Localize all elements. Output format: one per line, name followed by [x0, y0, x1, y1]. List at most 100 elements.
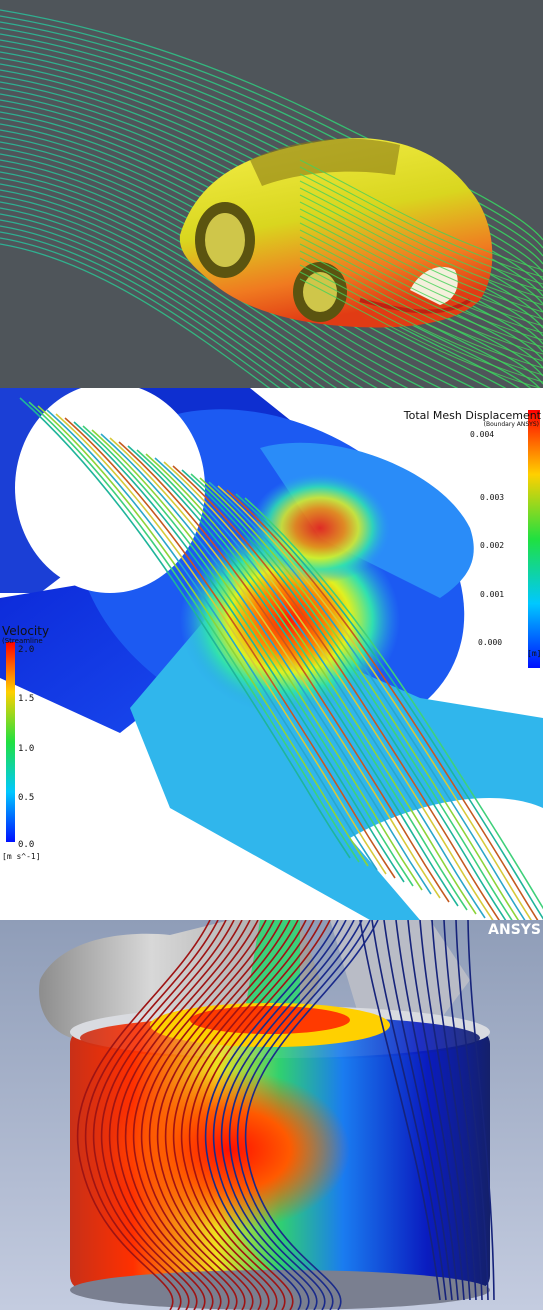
- car-streamline: [0, 195, 364, 388]
- engine-streamline: [189, 920, 323, 1310]
- car-streamline: [0, 207, 338, 388]
- car-streamline: [0, 243, 271, 388]
- engine-streamline: [149, 920, 283, 1310]
- engine-streamline: [371, 920, 447, 1301]
- car-streamline-front: [299, 159, 543, 271]
- car-streamline: [0, 27, 543, 265]
- car-streamline-front: [299, 180, 543, 292]
- velocity-streamline: [235, 493, 543, 920]
- car-streamline-front: [299, 166, 543, 278]
- velocity-streamline: [19, 397, 351, 859]
- engine-streamline: [213, 920, 347, 1310]
- velocity-streamline: [100, 433, 432, 895]
- engine-streamline: [93, 920, 227, 1310]
- engine-streamline: [109, 920, 243, 1310]
- car-streamline-front: [299, 222, 543, 334]
- car-streamline-front: [299, 236, 543, 348]
- car-streamline: [0, 237, 281, 388]
- velocity-streamline: [208, 481, 526, 920]
- car-streamline: [0, 171, 425, 388]
- velocity-tick: 1.5: [18, 694, 35, 704]
- mesh-tick: 0.001: [480, 590, 505, 599]
- engine-streamline: [431, 920, 477, 1301]
- valve-cfd-image: [0, 388, 543, 920]
- engine-streamline: [181, 920, 315, 1310]
- car-streamline-front: [299, 264, 543, 376]
- velocity-tick: 0.0: [18, 840, 35, 850]
- velocity-streamline: [154, 457, 486, 919]
- velocity-streamline: [73, 421, 405, 883]
- velocity-streamline: [82, 425, 414, 887]
- velocity-streamline: [127, 445, 459, 907]
- mesh-tick: 0.003: [480, 493, 505, 502]
- car-streamline: [0, 21, 543, 257]
- velocity-streamline: [136, 449, 468, 911]
- engine-streamline: [77, 920, 211, 1310]
- car-streamline-front: [299, 215, 543, 327]
- velocity-colorbar: [6, 642, 15, 842]
- car-streamline: [0, 231, 292, 388]
- mesh-displacement-colorbar: [528, 410, 540, 668]
- engine-streamline: [157, 920, 291, 1310]
- car-streamline: [0, 225, 303, 388]
- car-streamline-front: [299, 271, 543, 383]
- mesh-tick: 0.004: [470, 430, 495, 439]
- car-streamline-front: [299, 194, 543, 306]
- car-streamline-front: [299, 187, 543, 299]
- car-streamline-front: [299, 250, 543, 362]
- car-body: [179, 138, 493, 328]
- velocity-legend-subtitle: (Streamline: [2, 637, 43, 645]
- car-streamline-front: [299, 257, 543, 369]
- car-streamline-panel: [0, 0, 543, 388]
- engine-streamline: [395, 920, 459, 1301]
- velocity-streamline: [118, 441, 450, 903]
- engine-streamline: [237, 920, 371, 1310]
- car-streamline: [0, 15, 543, 249]
- car-streamline: [0, 219, 314, 388]
- velocity-streamline: [181, 469, 507, 920]
- mesh-tick: 0.000: [478, 638, 503, 647]
- engine-streamline: [245, 920, 379, 1310]
- car-streamline: [0, 213, 326, 388]
- car-streamline: [0, 201, 351, 388]
- velocity-streamline: [37, 405, 369, 867]
- velocity-streamline: [46, 409, 378, 871]
- engine-streamline: [141, 920, 275, 1310]
- velocity-tick: 2.0: [18, 645, 35, 655]
- mesh-tick: 0.002: [480, 541, 505, 550]
- car-streamline-front: [299, 201, 543, 313]
- car-streamline: [0, 183, 393, 388]
- velocity-streamline: [55, 413, 387, 875]
- car-streamline-front: [299, 229, 543, 341]
- valve-cfd-panel: ANSYS Total Mesh Displacement (Boundary …: [0, 388, 543, 920]
- velocity-streamline: [28, 401, 360, 863]
- velocity-streamline: [91, 429, 423, 891]
- mesh-legend-subtitle: (Boundary ANSYS): [483, 421, 539, 428]
- velocity-legend-unit: [m s^-1]: [2, 852, 41, 861]
- car-streamline-front: [299, 243, 543, 355]
- velocity-streamline: [217, 485, 532, 920]
- car-streamline: [0, 177, 409, 388]
- engine-streamline: [205, 920, 339, 1310]
- engine-streamline: [467, 920, 495, 1301]
- engine-streamline: [173, 920, 307, 1310]
- engine-cylinder-panel: ANSYS: [0, 920, 543, 1310]
- mesh-legend-title: Total Mesh Displacement: [403, 409, 541, 422]
- car-streamline-front: [299, 278, 542, 388]
- velocity-legend-title: Velocity: [2, 624, 50, 638]
- velocity-streamline: [163, 461, 494, 920]
- engine-streamline: [197, 920, 331, 1310]
- engine-streamline: [443, 920, 483, 1301]
- velocity-streamline: [244, 497, 543, 910]
- engine-streamline: [125, 920, 259, 1310]
- engine-cylinder-image: [39, 920, 495, 1310]
- engine-streamline: [419, 920, 471, 1301]
- engine-streamline: [359, 920, 441, 1301]
- velocity-streamline: [109, 437, 441, 899]
- ansys-logo-bottom: ANSYS: [488, 922, 541, 938]
- velocity-streamline: [172, 465, 500, 920]
- velocity-tick: 1.0: [18, 744, 35, 754]
- engine-streamline: [101, 920, 235, 1310]
- engine-streamline: [85, 920, 219, 1310]
- engine-streamline: [407, 920, 465, 1301]
